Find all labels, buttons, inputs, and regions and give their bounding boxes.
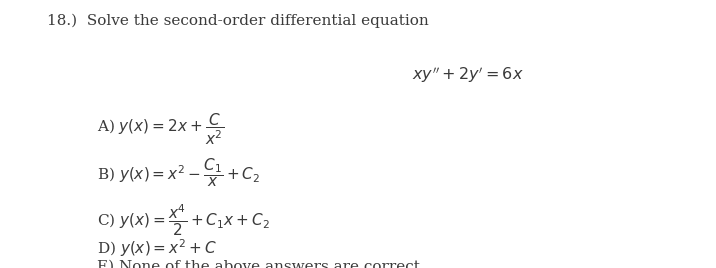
Text: E) None of the above answers are correct.: E) None of the above answers are correct…: [97, 260, 425, 268]
Text: A) $y(x) = 2x + \dfrac{C}{x^2}$: A) $y(x) = 2x + \dfrac{C}{x^2}$: [97, 111, 223, 147]
Text: B) $y(x) = x^2 - \dfrac{C_1}{x} + C_2$: B) $y(x) = x^2 - \dfrac{C_1}{x} + C_2$: [97, 157, 260, 189]
Text: D) $y(x) = x^2 + C$: D) $y(x) = x^2 + C$: [97, 237, 217, 259]
Text: C) $y(x) = \dfrac{x^4}{2} + C_1 x + C_2$: C) $y(x) = \dfrac{x^4}{2} + C_1 x + C_2$: [97, 202, 269, 238]
Text: 18.)  Solve the second-order differential equation: 18.) Solve the second-order differential…: [47, 13, 428, 28]
Text: $xy'' + 2y' = 6x$: $xy'' + 2y' = 6x$: [412, 64, 523, 85]
